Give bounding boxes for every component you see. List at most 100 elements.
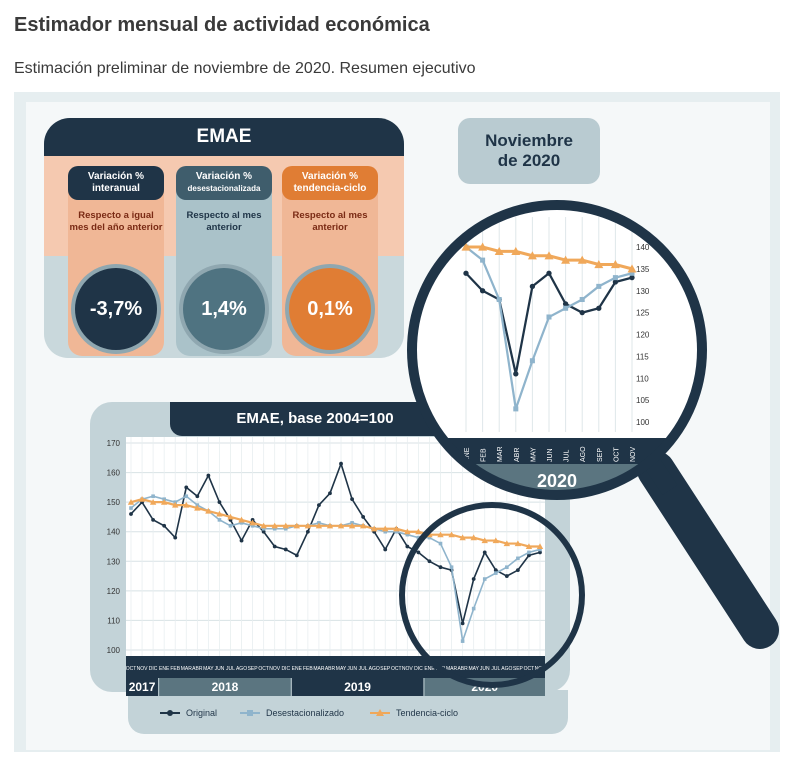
main-point-tendencia [183, 501, 190, 508]
main-x-tick-label: ABR [325, 666, 336, 672]
inset-point-tendencia [577, 255, 587, 264]
main-point-tendencia [282, 522, 289, 529]
legend-marker [247, 710, 253, 716]
main-point-original [405, 544, 410, 549]
main-y-tick-label: 120 [107, 587, 121, 596]
card-tendencia-desc: Respecto al mes anterior [292, 210, 368, 233]
main-point-desestacionalizado [184, 494, 189, 499]
month-badge-line1: Noviembre [485, 131, 573, 150]
main-magnifier-ring [399, 502, 585, 688]
main-point-original [339, 461, 343, 466]
main-point-original [283, 547, 288, 552]
main-x-tick-label: OCT [524, 666, 535, 672]
inset-point-desestacionalizado [629, 270, 635, 276]
main-series-original [130, 461, 541, 624]
card-desestacionalizada-desc: Respecto al mes anterior [186, 210, 262, 233]
main-point-tendencia [205, 507, 212, 514]
card-desestacionalizada-label-line2: desestacionalizada [187, 184, 261, 193]
main-point-tendencia [492, 537, 499, 544]
inset-point-tendencia [627, 264, 637, 273]
main-x-tick-label: DIC [149, 666, 158, 672]
inset-x-tick-label: JUN [547, 448, 554, 462]
card-desestacionalizada-label-line1: Variación % [195, 171, 253, 182]
inset-x-tick-label: FEB [481, 448, 488, 462]
main-point-tendencia [304, 522, 312, 529]
inset-point-original [596, 305, 602, 311]
main-point-desestacionalizado [482, 577, 487, 581]
inset-y-tick-label: 130 [636, 287, 650, 296]
inset-point-tendencia [494, 246, 504, 255]
month-badge: Noviembre de 2020 [458, 118, 600, 184]
main-point-tendencia [470, 534, 477, 541]
main-point-original [361, 515, 366, 519]
inset-point-tendencia [594, 260, 604, 269]
page-title: Estimador mensual de actividad económica [14, 14, 430, 36]
main-point-original [515, 568, 520, 573]
legend-label: Original [186, 708, 217, 718]
inset-point-desestacionalizado [529, 358, 535, 364]
inset-y-tick-label: 135 [636, 265, 650, 274]
main-point-desestacionalizado [427, 535, 432, 540]
inset-y-tick-label: 120 [636, 331, 650, 340]
main-point-desestacionalizado [438, 541, 443, 546]
main-x-tick-label: SEP [248, 666, 259, 672]
main-point-original [184, 485, 189, 490]
main-point-desestacionalizado [516, 556, 520, 561]
inset-point-tendencia [561, 255, 571, 264]
main-point-desestacionalizado [538, 547, 542, 552]
main-point-original [460, 621, 465, 626]
main-point-tendencia [525, 543, 533, 550]
main-x-tick-label: NOV [137, 666, 149, 672]
main-x-tick-label: JUL [359, 666, 368, 672]
main-point-tendencia [370, 525, 378, 532]
main-x-tick-label: ENE [292, 666, 303, 672]
main-x-tick-label: MAR [446, 666, 458, 672]
main-point-tendencia [216, 510, 223, 517]
main-x-tick-label: ABR [457, 666, 468, 672]
inset-point-desestacionalizado [480, 257, 486, 263]
inset-point-original [479, 288, 486, 294]
main-point-tendencia [249, 519, 256, 526]
inset-point-desestacionalizado [596, 283, 602, 289]
page-subtitle: Estimación preliminar de noviembre de 20… [14, 60, 476, 77]
main-point-tendencia [481, 537, 488, 544]
main-x-tick-label: MAR [313, 666, 325, 672]
main-y-tick-label: 160 [107, 469, 121, 478]
inset-point-original [513, 371, 519, 377]
card-desestacionalizada-label: Variación % desestacionalizada [176, 166, 272, 200]
main-point-original [173, 535, 178, 540]
main-x-tick-label: ABR [192, 666, 203, 672]
main-point-tendencia [437, 531, 444, 538]
inset-x-tick-label: NOV [630, 447, 637, 463]
inset-point-original [529, 283, 536, 290]
main-point-tendencia [315, 522, 323, 529]
main-point-original [151, 517, 156, 522]
main-point-desestacionalizado [283, 526, 288, 531]
inset-year-label: 2020 [537, 471, 577, 491]
main-x-tick-label: ENE [159, 666, 170, 672]
inset-x-tick-label: JUL [564, 449, 571, 462]
inset-y-tick-label: 125 [636, 309, 650, 318]
main-point-tendencia [393, 525, 400, 532]
inset-x-tick-label: OCT [613, 447, 620, 463]
main-point-tendencia [337, 522, 345, 529]
main-y-tick-label: 170 [107, 439, 121, 448]
inset-point-desestacionalizado [612, 275, 618, 281]
main-y-tick-label: 150 [107, 498, 121, 507]
month-badge-line2: de 2020 [497, 151, 561, 170]
main-x-tick-label: JUN [480, 666, 490, 672]
main-point-original [272, 544, 277, 549]
main-y-tick-label: 140 [107, 528, 121, 537]
main-point-tendencia [227, 513, 234, 520]
main-x-tick-label: OCT [391, 666, 402, 672]
main-point-tendencia [448, 531, 455, 538]
inset-point-tendencia [527, 251, 537, 260]
main-point-desestacionalizado [460, 639, 465, 643]
main-x-tick-label: NOV [269, 666, 281, 672]
main-year-label: 2018 [212, 680, 239, 694]
main-x-tick-label: ENE [424, 666, 435, 672]
card-tendencia-label-line2: tendencia-ciclo [293, 183, 367, 194]
main-point-tendencia [194, 504, 201, 511]
main-point-desestacionalizado [383, 529, 388, 534]
